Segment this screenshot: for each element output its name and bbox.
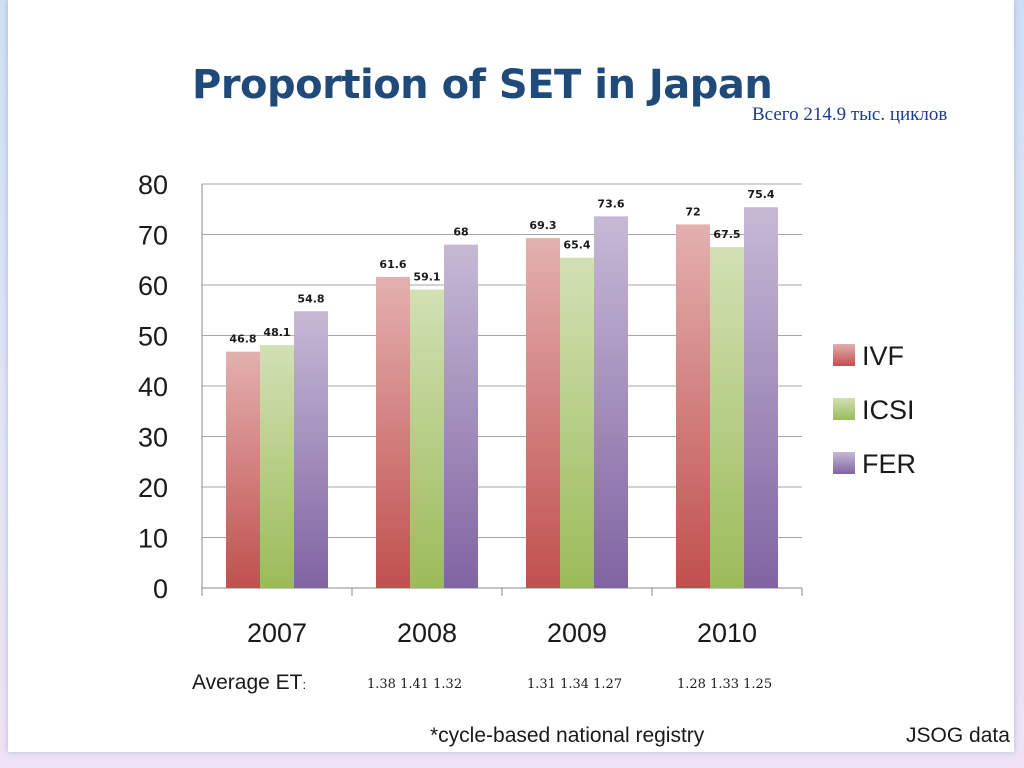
data-label: 59.1 bbox=[413, 271, 440, 284]
x-tick-label: 2007 bbox=[247, 618, 307, 648]
x-tick-label: 2010 bbox=[697, 618, 757, 648]
bar-fer-2008 bbox=[444, 244, 478, 588]
bar-ivf-2007 bbox=[226, 351, 260, 588]
bar-icsi-2010 bbox=[710, 247, 744, 588]
data-label: 68 bbox=[453, 226, 468, 239]
y-tick-label: 70 bbox=[138, 221, 168, 251]
bar-icsi-2007 bbox=[260, 345, 294, 588]
y-tick-label: 20 bbox=[138, 473, 168, 503]
data-label: 72 bbox=[685, 205, 700, 218]
y-tick-label: 80 bbox=[138, 170, 168, 200]
x-axis-ticks: 2007 2008 2009 2010 bbox=[201, 588, 803, 648]
data-source: JSOG data bbox=[906, 724, 1010, 747]
data-label: 54.8 bbox=[297, 292, 324, 305]
y-tick-label: 50 bbox=[138, 322, 168, 352]
legend-label-icsi: ICSI bbox=[862, 395, 915, 425]
y-tick-label: 40 bbox=[138, 372, 168, 402]
y-tick-label: 30 bbox=[138, 423, 168, 453]
slide bbox=[8, 0, 1014, 752]
y-tick-label: 10 bbox=[138, 524, 168, 554]
average-et-values-2010: 1.28 1.33 1.25 bbox=[677, 677, 773, 692]
bar-fer-2007 bbox=[294, 311, 328, 588]
y-tick-label: 0 bbox=[153, 574, 168, 604]
average-et-values-2008: 1.38 1.41 1.32 bbox=[367, 677, 463, 692]
data-label: 48.1 bbox=[263, 326, 290, 339]
data-label: 73.6 bbox=[597, 197, 624, 210]
x-tick-label: 2008 bbox=[397, 618, 457, 648]
bar-ivf-2010 bbox=[676, 224, 710, 588]
data-label: 61.6 bbox=[379, 258, 406, 271]
bar-ivf-2009 bbox=[526, 238, 560, 588]
data-label: 69.3 bbox=[529, 219, 556, 232]
y-axis-ticks: 0 10 20 30 40 50 60 70 80 bbox=[138, 170, 168, 604]
data-label: 46.8 bbox=[229, 333, 256, 346]
y-tick-label: 60 bbox=[138, 271, 168, 301]
x-tick-label: 2009 bbox=[547, 618, 607, 648]
data-label: 65.4 bbox=[563, 239, 590, 252]
bar-icsi-2008 bbox=[410, 289, 444, 588]
legend-swatch-fer bbox=[833, 452, 855, 474]
legend-swatch-icsi bbox=[833, 398, 855, 420]
data-label: 67.5 bbox=[713, 228, 740, 241]
bar-fer-2010 bbox=[744, 207, 778, 589]
data-label: 75.4 bbox=[747, 188, 774, 201]
bar-icsi-2009 bbox=[560, 257, 594, 588]
legend: IVF ICSI FER bbox=[833, 341, 916, 479]
average-et-colon: : bbox=[302, 677, 307, 692]
legend-label-fer: FER bbox=[862, 449, 916, 479]
data-labels: 46.8 48.1 54.8 61.6 59.1 68 69.3 65.4 73.6 72 67.5… bbox=[229, 188, 774, 345]
average-et-values-2009: 1.31 1.34 1.27 bbox=[527, 677, 623, 692]
bar-series bbox=[226, 207, 778, 589]
chart-subtitle: Всего 214.9 тыс. циклов bbox=[752, 104, 948, 125]
bar-ivf-2008 bbox=[376, 276, 410, 588]
footnote: *cycle-based national registry bbox=[430, 724, 705, 747]
legend-swatch-ivf bbox=[833, 344, 855, 366]
average-et-label-text: Average ET bbox=[192, 671, 303, 694]
chart-title: Proportion of SET in Japan bbox=[192, 62, 773, 108]
bar-fer-2009 bbox=[594, 216, 628, 588]
average-et-label: Average ET: bbox=[192, 671, 306, 695]
legend-label-ivf: IVF bbox=[862, 341, 904, 371]
